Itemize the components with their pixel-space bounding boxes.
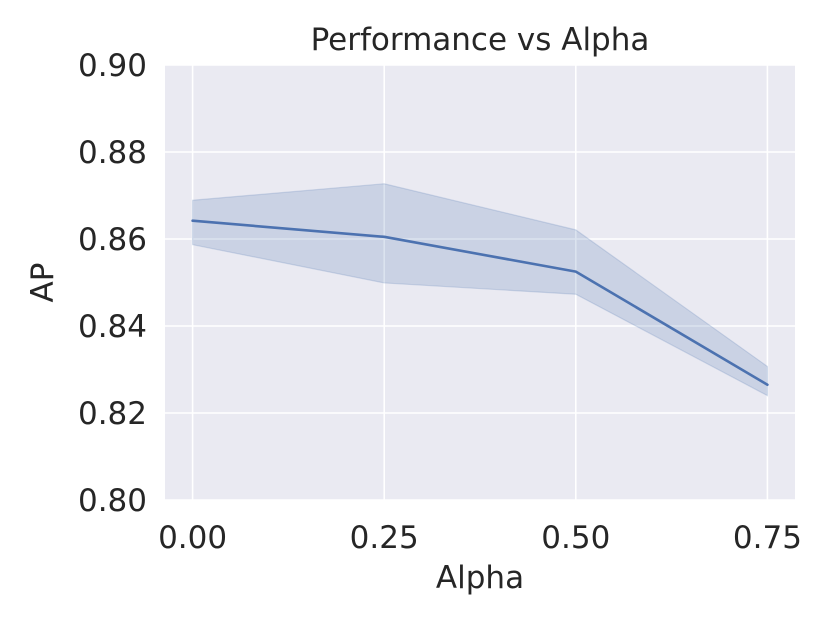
chart-title: Performance vs Alpha [311,22,650,58]
y-axis-title: AP [25,263,61,303]
y-tick-labels: 0.80 0.82 0.84 0.86 0.88 0.90 [78,48,147,519]
y-tick-label: 0.90 [78,48,147,84]
series-line [191,219,769,387]
x-gridlines [191,65,769,500]
y-tick-label: 0.80 [78,483,147,519]
confidence-band [191,183,769,397]
x-tick-label: 0.00 [158,520,227,556]
series-layer [191,183,769,397]
x-tick-label: 0.25 [350,520,419,556]
plot-area [165,65,795,500]
y-gridlines [165,64,795,501]
y-tick-label: 0.88 [78,135,147,171]
x-tick-label: 0.75 [733,520,802,556]
y-tick-label: 0.84 [78,309,147,345]
x-tick-labels: 0.00 0.25 0.50 0.75 [158,520,802,556]
y-tick-label: 0.86 [78,222,147,258]
x-tick-label: 0.50 [541,520,610,556]
x-axis-title: Alpha [436,560,524,596]
y-tick-label: 0.82 [78,396,147,432]
